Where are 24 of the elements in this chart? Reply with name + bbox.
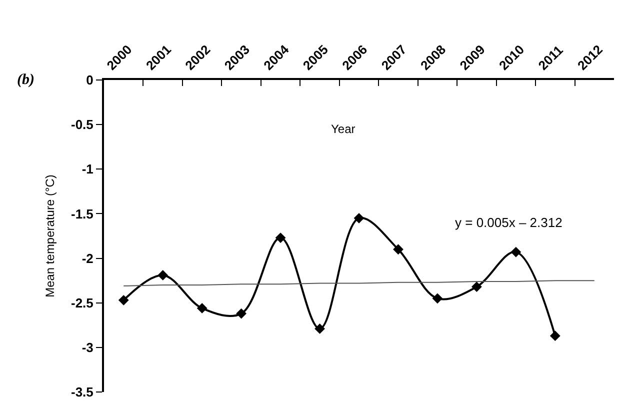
y-tick-label: -1.5 (70, 206, 94, 222)
text: (b) (17, 72, 34, 88)
y-tick-label: -2.5 (70, 295, 94, 310)
point (550, 330, 560, 342)
annotation: y = 0.005x – 2.312 (455, 215, 562, 230)
y-tick-label: -1 (82, 162, 94, 177)
y-tick-label: -2 (82, 250, 94, 266)
point (275, 232, 286, 243)
point (393, 244, 404, 255)
point (158, 270, 168, 280)
point (236, 308, 247, 319)
point (432, 293, 443, 304)
x-axis-title: Year (331, 122, 356, 136)
point (471, 282, 482, 292)
y-tick-label: -3.5 (70, 384, 94, 400)
y-tick-label: -0.5 (70, 117, 94, 132)
point (314, 324, 325, 334)
point (196, 303, 208, 314)
point (354, 212, 364, 224)
point (118, 294, 129, 306)
y-tick-label: -3 (82, 340, 94, 355)
y-axis-title: Mean temperature (°C) (42, 174, 57, 298)
y-tick-label: 0 (86, 72, 94, 88)
point (510, 246, 522, 258)
